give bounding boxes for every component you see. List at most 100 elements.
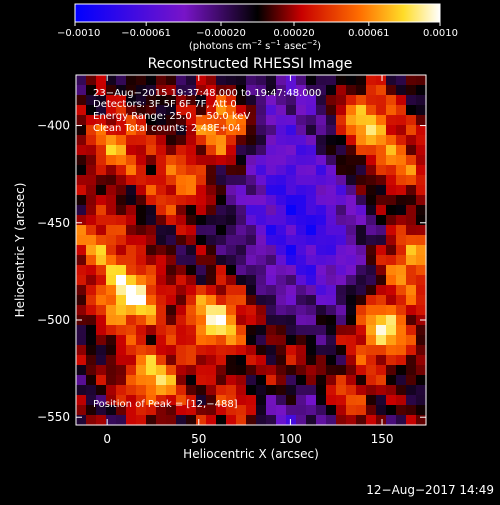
heatmap-cell — [106, 215, 117, 226]
heatmap-cell — [306, 245, 317, 256]
heatmap-cell — [196, 315, 207, 326]
heatmap-cell — [306, 175, 317, 186]
heatmap-cell — [366, 125, 377, 136]
heatmap-cell — [136, 285, 147, 296]
heatmap-cell — [276, 165, 287, 176]
heatmap-cell — [376, 285, 387, 296]
heatmap-cell — [306, 265, 317, 276]
heatmap-cell — [346, 405, 357, 416]
heatmap-cell — [96, 165, 107, 176]
heatmap-cell — [76, 335, 87, 346]
heatmap-cell — [296, 155, 307, 166]
heatmap-cell — [96, 315, 107, 326]
heatmap-cell — [386, 415, 397, 426]
heatmap-cell — [296, 205, 307, 216]
heatmap-cell — [196, 165, 207, 176]
heatmap-cell — [306, 315, 317, 326]
heatmap-cell — [396, 415, 407, 426]
heatmap-cell — [366, 395, 377, 406]
heatmap-cell — [96, 105, 107, 116]
heatmap-cell — [256, 165, 267, 176]
heatmap-cell — [406, 95, 417, 106]
heatmap-cell — [286, 315, 297, 326]
heatmap-cell — [306, 255, 317, 266]
heatmap-cell — [356, 165, 367, 176]
heatmap-cell — [376, 115, 387, 126]
heatmap-cell — [286, 265, 297, 276]
heatmap-cell — [316, 155, 327, 166]
heatmap-cell — [216, 385, 227, 396]
heatmap-cell — [236, 275, 247, 286]
heatmap-cell — [146, 235, 157, 246]
heatmap-cell — [136, 355, 147, 366]
heatmap-cell — [236, 385, 247, 396]
heatmap-cell — [86, 315, 97, 326]
heatmap-cell — [416, 365, 427, 376]
heatmap-cell — [306, 215, 317, 226]
heatmap-cell — [236, 175, 247, 186]
heatmap-cell — [116, 235, 127, 246]
heatmap-cell — [96, 265, 107, 276]
heatmap-cell — [216, 115, 227, 126]
heatmap-cell — [266, 185, 277, 196]
heatmap-cell — [206, 195, 217, 206]
heatmap-cell — [206, 295, 217, 306]
heatmap-cell — [346, 195, 357, 206]
heatmap-cell — [286, 345, 297, 356]
heatmap-cell — [296, 365, 307, 376]
heatmap-cell — [366, 295, 377, 306]
heatmap-cell — [266, 275, 277, 286]
heatmap-cell — [236, 125, 247, 136]
heatmap-cell — [296, 395, 307, 406]
heatmap-cell — [316, 105, 327, 116]
heatmap-cell — [236, 115, 247, 126]
heatmap-cell — [226, 375, 237, 386]
heatmap-cell — [386, 375, 397, 386]
heatmap-cell — [136, 335, 147, 346]
heatmap-cell — [86, 295, 97, 306]
heatmap-cell — [316, 265, 327, 276]
heatmap-cell — [96, 205, 107, 216]
heatmap-cell — [256, 265, 267, 276]
heatmap-cell — [126, 225, 137, 236]
heatmap-cell — [386, 305, 397, 316]
heatmap-cell — [116, 355, 127, 366]
heatmap-cell — [246, 305, 257, 316]
heatmap-cell — [276, 245, 287, 256]
heatmap-cell — [186, 405, 197, 416]
heatmap-cell — [146, 125, 157, 136]
heatmap-cell — [236, 365, 247, 376]
heatmap-cell — [276, 275, 287, 286]
heatmap-cell — [246, 145, 257, 156]
heatmap-cell — [306, 145, 317, 156]
heatmap-cell — [166, 165, 177, 176]
heatmap-cell — [196, 215, 207, 226]
heatmap-cell — [356, 285, 367, 296]
heatmap-cell — [236, 255, 247, 266]
heatmap-cell — [406, 335, 417, 346]
heatmap-cell — [236, 155, 247, 166]
heatmap-cell — [326, 385, 337, 396]
heatmap-cell — [96, 285, 107, 296]
heatmap-cell — [336, 185, 347, 196]
heatmap-cell — [186, 295, 197, 306]
heatmap-cell — [76, 195, 87, 206]
heatmap-cell — [186, 75, 197, 86]
heatmap-cell — [236, 375, 247, 386]
heatmap-cell — [76, 155, 87, 166]
heatmap-cell — [376, 385, 387, 396]
heatmap-cell — [356, 195, 367, 206]
heatmap-cell — [86, 125, 97, 136]
heatmap-cell — [96, 75, 107, 86]
heatmap-cell — [346, 185, 357, 196]
heatmap-cell — [126, 245, 137, 256]
heatmap-cell — [156, 365, 167, 376]
heatmap-cell — [226, 195, 237, 206]
heatmap-cell — [336, 135, 347, 146]
heatmap-cell — [366, 255, 377, 266]
heatmap-cell — [186, 205, 197, 216]
heatmap-cell — [396, 95, 407, 106]
heatmap-cell — [416, 205, 427, 216]
heatmap-cell — [226, 135, 237, 146]
heatmap-cell — [276, 315, 287, 326]
